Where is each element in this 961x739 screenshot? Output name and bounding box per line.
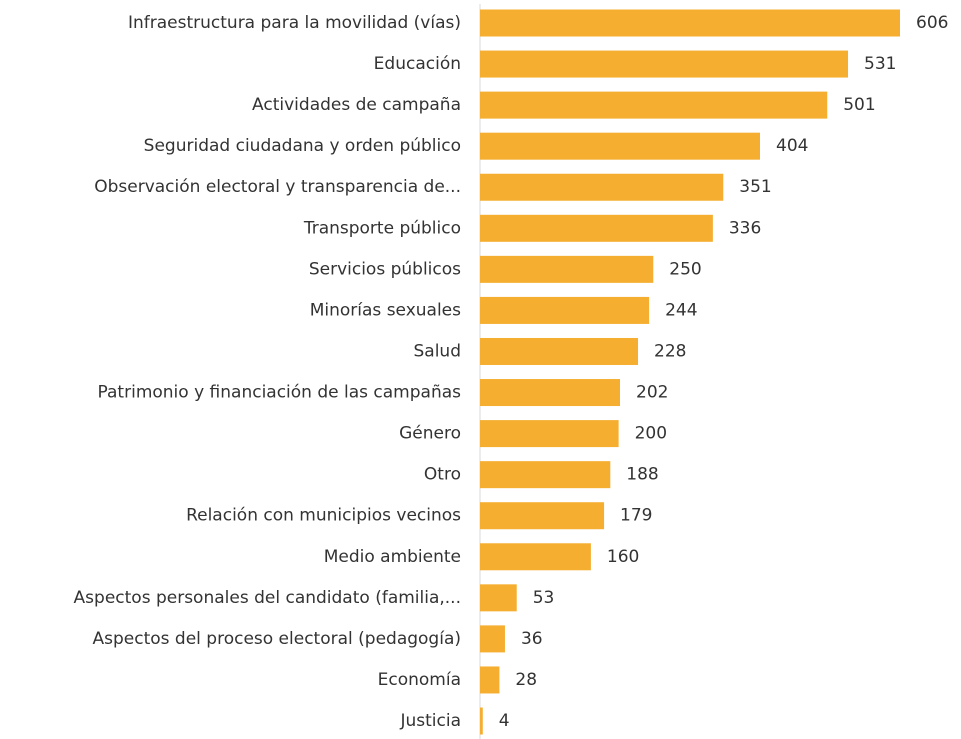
bar: [480, 9, 900, 37]
bar: [480, 50, 849, 78]
value-label: 228: [654, 341, 686, 361]
category-label: Educación: [374, 54, 461, 74]
value-label: 531: [864, 54, 896, 74]
value-label: 36: [521, 629, 543, 649]
category-label: Relación con municipios vecinos: [186, 506, 461, 526]
category-label: Observación electoral y transparencia de…: [94, 177, 461, 197]
value-label: 200: [635, 424, 667, 444]
bar: [480, 543, 591, 571]
bar: [480, 255, 654, 283]
value-label: 160: [607, 547, 639, 567]
value-label: 501: [843, 95, 875, 115]
category-label: Seguridad ciudadana y orden público: [144, 136, 461, 156]
bar: [480, 502, 605, 530]
value-label: 606: [916, 13, 948, 33]
bar: [480, 666, 500, 694]
category-label: Salud: [414, 341, 462, 361]
bar: [480, 461, 611, 489]
value-label: 250: [669, 259, 701, 279]
value-label: 53: [533, 588, 555, 608]
value-label: 202: [636, 383, 668, 403]
category-label: Otro: [424, 465, 461, 485]
bar: [480, 132, 760, 160]
bar: [480, 379, 620, 407]
category-label: Género: [399, 424, 461, 444]
category-label: Economía: [378, 670, 461, 690]
category-label: Infraestructura para la movilidad (vías): [128, 13, 461, 33]
bar: [480, 420, 619, 448]
category-label: Aspectos del proceso electoral (pedagogí…: [93, 629, 462, 649]
category-label: Minorías sexuales: [310, 300, 461, 320]
bar: [480, 625, 505, 653]
value-label: 4: [499, 711, 510, 731]
value-label: 188: [626, 465, 658, 485]
bar: [480, 173, 724, 201]
category-label: Servicios públicos: [309, 259, 461, 279]
category-label: Aspectos personales del candidato (famil…: [74, 588, 461, 608]
value-label: 28: [515, 670, 537, 690]
value-label: 351: [739, 177, 771, 197]
bar: [480, 707, 483, 735]
bar: [480, 214, 713, 242]
value-label: 404: [776, 136, 808, 156]
value-label: 179: [620, 506, 652, 526]
bar: [480, 296, 650, 324]
value-label: 244: [665, 300, 697, 320]
bar: [480, 337, 639, 365]
category-label: Transporte público: [303, 218, 461, 238]
bar: [480, 91, 828, 119]
category-label: Justicia: [399, 711, 461, 731]
value-label: 336: [729, 218, 761, 238]
category-label: Medio ambiente: [324, 547, 461, 567]
bar: [480, 584, 517, 612]
category-label: Actividades de campaña: [252, 95, 461, 115]
category-label: Patrimonio y financiación de las campaña…: [98, 383, 462, 403]
